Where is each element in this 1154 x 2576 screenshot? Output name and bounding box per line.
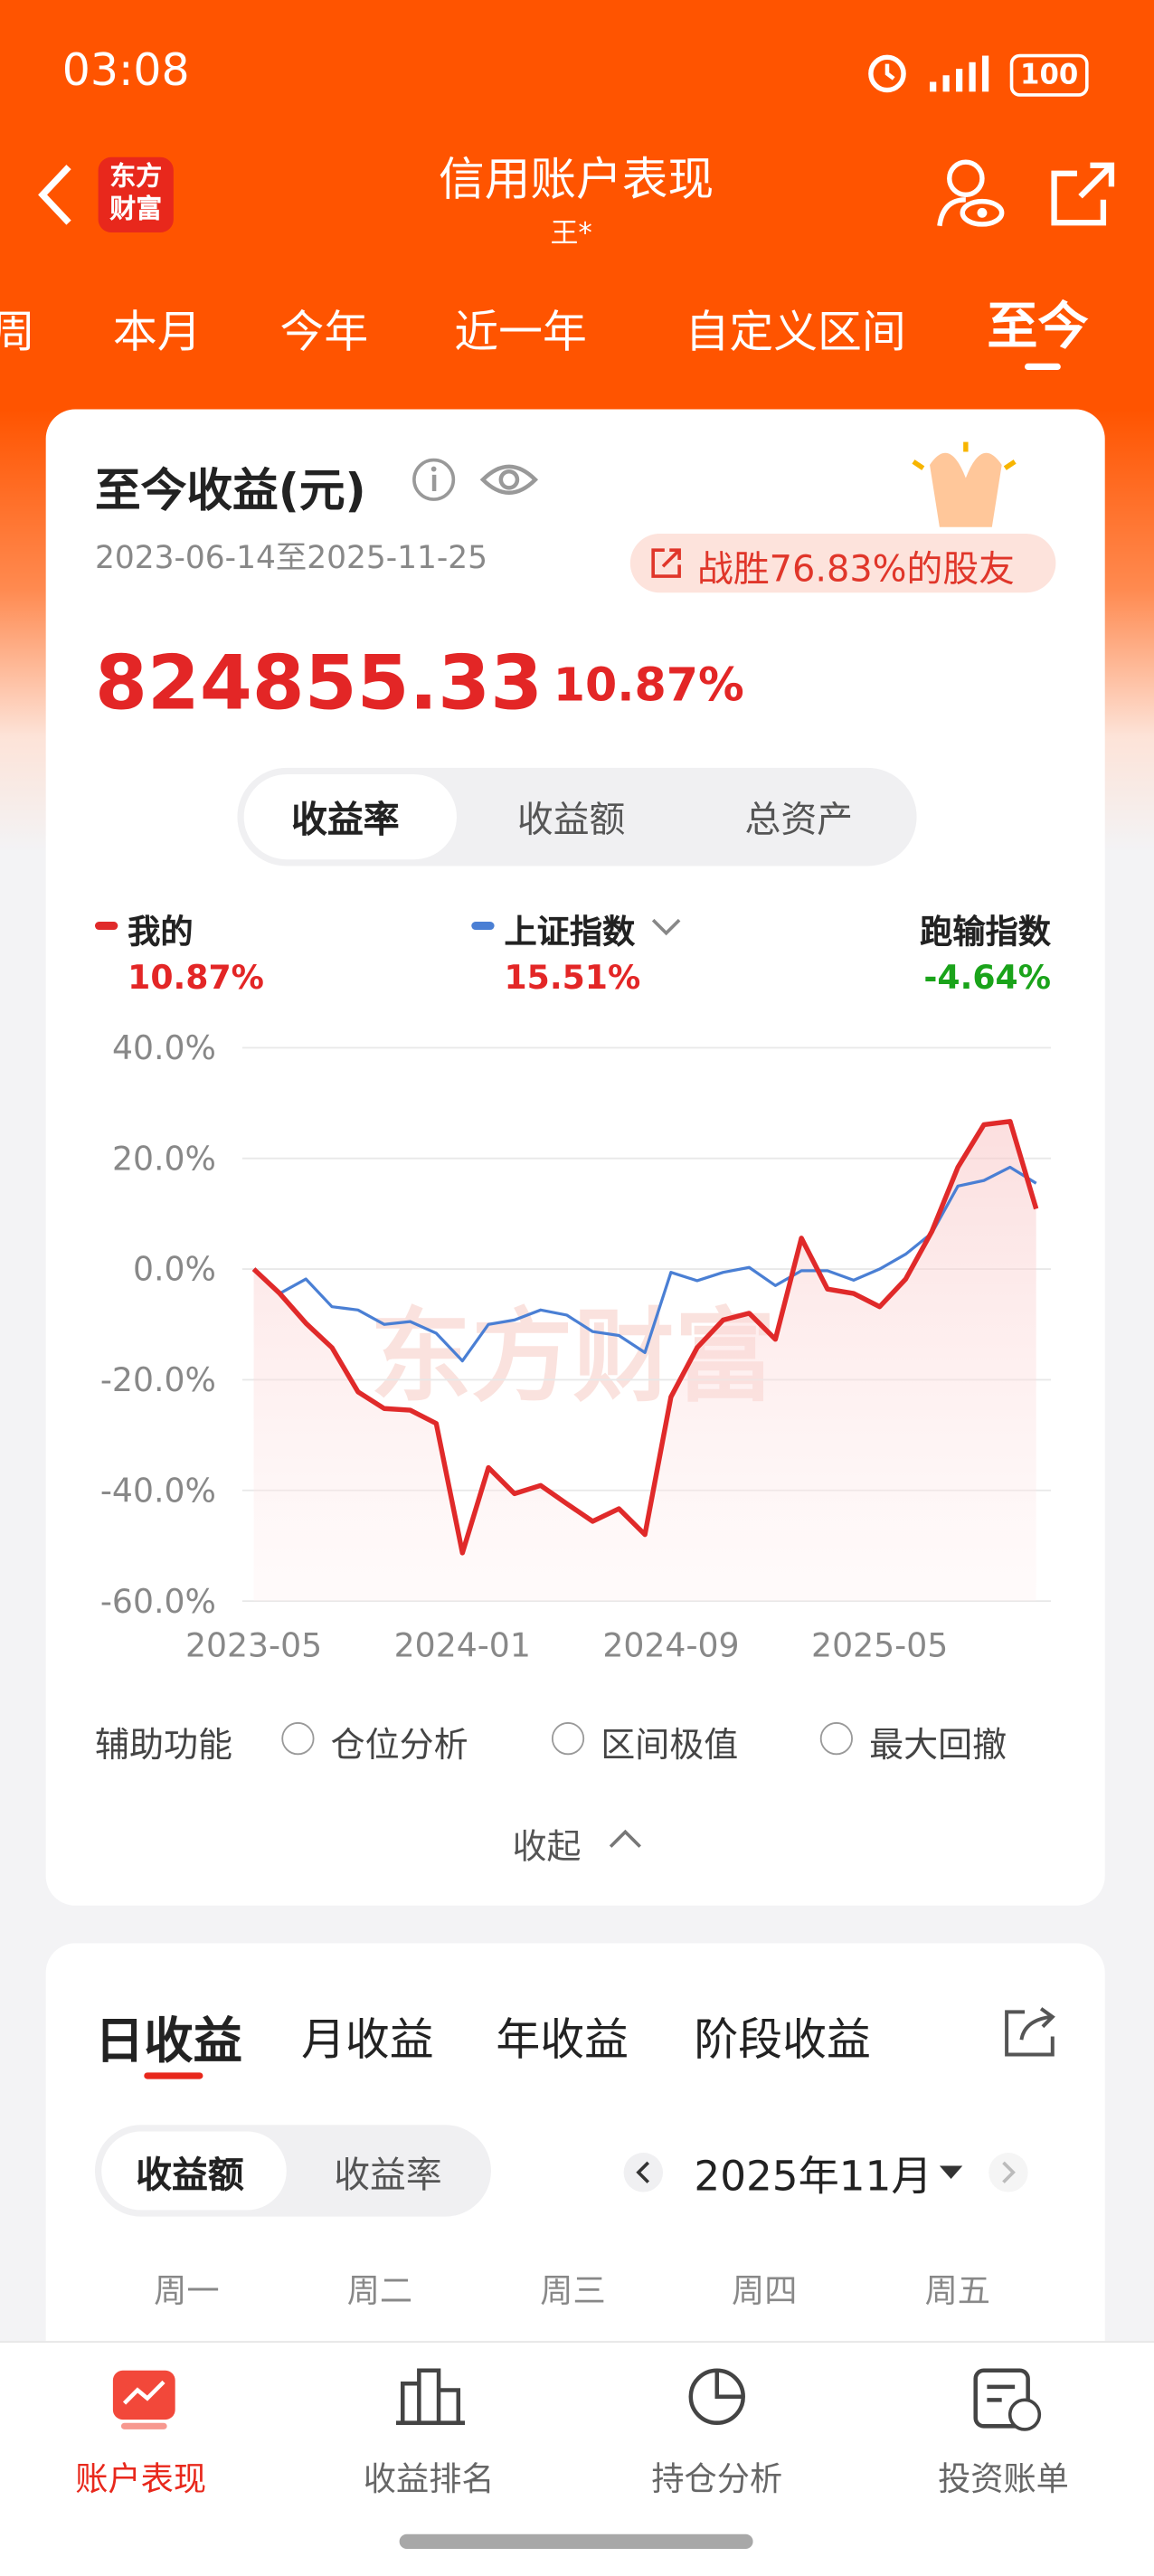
collapse-arrow[interactable] — [606, 1823, 645, 1853]
rate: 10.87% — [553, 658, 744, 713]
chart-toggle[interactable]: 收益率 — [291, 800, 400, 842]
legend-swatch — [471, 921, 495, 931]
period-tab[interactable]: 周 — [0, 297, 35, 361]
weekday: 周四 — [732, 2270, 798, 2310]
header-subtitle: 王* — [550, 217, 592, 251]
logo-text: 东方 — [109, 160, 163, 192]
legend-value: 10.87% — [128, 957, 264, 998]
period-tab[interactable]: 本月 — [112, 308, 202, 359]
aux-option[interactable]: 仓位分析 — [330, 1725, 468, 1766]
back-button[interactable] — [33, 160, 81, 229]
weekday: 周一 — [154, 2270, 220, 2310]
weekday: 周二 — [346, 2270, 413, 2310]
line-series — [251, 1119, 1039, 1556]
nav-item[interactable]: 持仓分析 — [651, 2458, 783, 2498]
period-tab[interactable]: 自定义区间 — [685, 308, 906, 359]
summary-title: 至今收益(元) — [94, 463, 366, 517]
toggle-group: 收益率 收益额 总资产 — [237, 767, 917, 867]
nav-item[interactable]: 投资账单 — [938, 2458, 1069, 2498]
home-indicator — [399, 2533, 753, 2550]
badge-icon — [651, 548, 681, 578]
toggle-active — [243, 774, 457, 860]
month-label[interactable]: 2025年11月 — [694, 2153, 932, 2201]
period-tab[interactable]: 至今 — [987, 298, 1089, 357]
y-tick-label: 40.0% — [112, 1028, 216, 1067]
clap-icon — [912, 441, 1017, 527]
dropdown-arrow[interactable] — [648, 914, 685, 940]
legend-swatch — [94, 921, 118, 931]
line-series — [252, 1165, 1037, 1363]
logo-text: 财富 — [109, 193, 163, 224]
y-tick-label: -60.0% — [100, 1582, 216, 1621]
logo: 东方 财富 — [98, 156, 174, 233]
status-time: 03:08 — [61, 45, 190, 97]
weekday: 周五 — [924, 2270, 991, 2310]
y-tick-label: 20.0% — [112, 1139, 216, 1178]
area-fill — [253, 1121, 1036, 1602]
daily-toggle-option[interactable]: 收益额 — [136, 2155, 244, 2197]
daily-tab-indicator — [144, 2072, 203, 2079]
radio-button[interactable] — [551, 1722, 585, 1756]
status-icons — [868, 54, 989, 93]
y-tick-label: -20.0% — [100, 1360, 216, 1399]
header-icons[interactable] — [933, 157, 1130, 232]
nav-icons — [112, 2368, 1042, 2431]
x-tick-label: 2023-05 — [185, 1626, 322, 1665]
nav-item[interactable]: 账户表现 — [75, 2458, 207, 2498]
radio-button[interactable] — [281, 1722, 315, 1756]
aux-option[interactable]: 区间极值 — [601, 1725, 739, 1766]
x-tick-label: 2024-01 — [394, 1626, 531, 1665]
period-tab[interactable]: 近一年 — [454, 308, 587, 359]
month-nav[interactable] — [622, 2151, 1031, 2193]
nav-item[interactable]: 收益排名 — [363, 2458, 495, 2498]
legend-name: 跑输指数 — [920, 912, 1051, 952]
chart-toggle[interactable]: 收益额 — [516, 800, 626, 842]
x-tick-label: 2024-09 — [602, 1626, 739, 1665]
battery: 100 — [1009, 53, 1089, 97]
legend-name: 我的 — [128, 912, 194, 952]
chart-toggle[interactable]: 总资产 — [744, 800, 853, 842]
weekday: 周三 — [540, 2270, 606, 2310]
daily-tab[interactable]: 日收益 — [94, 2013, 242, 2071]
badge-text[interactable]: 战胜76.83%的股友 — [697, 550, 1015, 592]
tab-indicator — [1025, 363, 1061, 371]
summary-range: 2023-06-14至2025-11-25 — [94, 540, 488, 577]
legend-value: 15.51% — [504, 957, 641, 998]
radio-button[interactable] — [819, 1722, 853, 1756]
chart: 东方财富-60.0%-40.0%-20.0%0.0%20.0%40.0%2023… — [100, 1028, 1051, 1665]
y-tick-label: -40.0% — [100, 1471, 216, 1510]
daily-toggle: 收益额 收益率 — [94, 2125, 491, 2217]
summary-card — [45, 409, 1105, 1906]
info-icons[interactable] — [409, 455, 543, 507]
header-title: 信用账户表现 — [439, 152, 714, 207]
share-icon[interactable] — [1002, 2003, 1061, 2060]
daily-tab[interactable]: 月收益 — [301, 2015, 434, 2067]
collapse-button[interactable]: 收起 — [512, 1826, 582, 1867]
daily-tab[interactable]: 年收益 — [496, 2015, 629, 2067]
aux-label: 辅助功能 — [94, 1725, 233, 1766]
daily-tab[interactable]: 阶段收益 — [694, 2015, 871, 2067]
amount: 824855.33 — [94, 638, 544, 727]
toggle-active — [101, 2131, 287, 2211]
badge[interactable] — [629, 534, 1056, 593]
daily-toggle-option[interactable]: 收益率 — [334, 2155, 442, 2197]
period-tab[interactable]: 今年 — [279, 308, 369, 359]
legend-name: 上证指数 — [504, 912, 636, 952]
aux-option[interactable]: 最大回撤 — [869, 1725, 1007, 1766]
y-tick-label: 0.0% — [133, 1250, 216, 1289]
legend-value: -4.64% — [923, 957, 1051, 998]
x-tick-label: 2025-05 — [811, 1626, 948, 1665]
